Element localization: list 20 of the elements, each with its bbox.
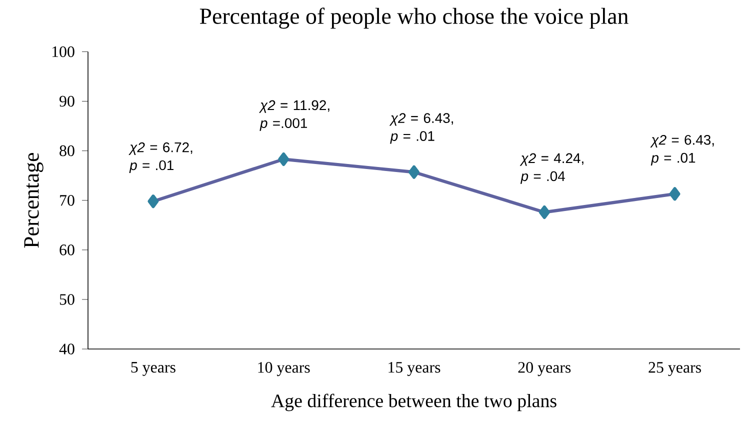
annotation: χ2 = 6.43, p = .01 [389, 113, 453, 144]
y-tick-label: 50 [60, 294, 74, 305]
y-axis-title: Percentage [24, 153, 44, 248]
annotation: χ2 = 6.72, p = .01 [128, 142, 192, 173]
x-tick-label: 5 years [131, 362, 176, 376]
chart-title: Percentage of people who chose the voice plan [200, 8, 628, 29]
y-tick-label: 80 [60, 145, 74, 156]
y-tick-label: 100 [52, 46, 74, 58]
x-tick-label: 10 years [258, 362, 310, 376]
y-tick-label: 70 [60, 194, 74, 206]
y-tick-label: 90 [60, 96, 74, 107]
annotation: χ2 = 4.24, p = .04 [520, 153, 584, 184]
y-tick-label: 40 [59, 344, 74, 354]
x-tick-label: 20 years [518, 362, 571, 376]
annotation: χ2 = 6.43, p = .01 [650, 134, 714, 166]
x-tick-label: 25 years [648, 362, 701, 376]
x-tick-label: 15 years [388, 362, 440, 376]
y-tick-label: 60 [60, 244, 74, 256]
x-axis-title: Age difference between the two plans [271, 394, 556, 412]
annotation: χ2 = 11.92, p =.001 [259, 100, 330, 131]
